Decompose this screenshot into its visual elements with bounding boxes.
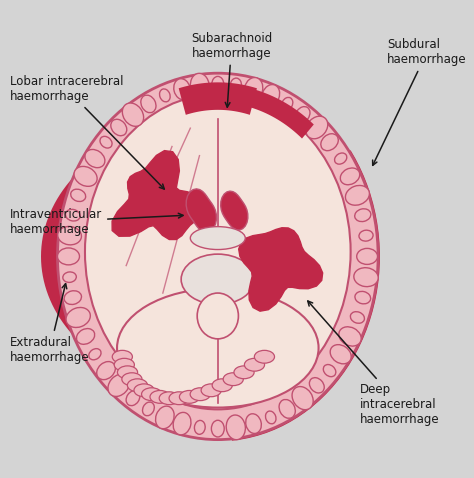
- Ellipse shape: [190, 388, 210, 401]
- Ellipse shape: [246, 414, 261, 434]
- Ellipse shape: [97, 361, 115, 380]
- Ellipse shape: [134, 384, 154, 397]
- Ellipse shape: [118, 366, 137, 379]
- Ellipse shape: [122, 373, 142, 386]
- Ellipse shape: [191, 73, 209, 98]
- Ellipse shape: [306, 116, 328, 139]
- Text: Intraventricular
haemorrhage: Intraventricular haemorrhage: [10, 207, 183, 236]
- Ellipse shape: [201, 384, 221, 397]
- Ellipse shape: [173, 413, 191, 435]
- Ellipse shape: [71, 189, 86, 202]
- Ellipse shape: [223, 373, 243, 386]
- Ellipse shape: [85, 150, 105, 168]
- Text: Extradural
haemorrhage: Extradural haemorrhage: [10, 283, 90, 364]
- Ellipse shape: [244, 77, 263, 101]
- Ellipse shape: [76, 328, 95, 344]
- Ellipse shape: [355, 209, 371, 222]
- Ellipse shape: [155, 406, 174, 429]
- Ellipse shape: [174, 79, 191, 100]
- Ellipse shape: [295, 107, 310, 123]
- Ellipse shape: [66, 307, 91, 327]
- Ellipse shape: [245, 358, 264, 371]
- Ellipse shape: [100, 136, 112, 148]
- Polygon shape: [186, 189, 217, 232]
- Ellipse shape: [122, 103, 144, 126]
- Ellipse shape: [211, 420, 224, 437]
- Ellipse shape: [212, 76, 224, 92]
- Ellipse shape: [323, 365, 336, 377]
- Ellipse shape: [212, 379, 232, 391]
- Ellipse shape: [57, 248, 80, 265]
- Ellipse shape: [350, 312, 365, 323]
- Ellipse shape: [141, 95, 156, 113]
- Ellipse shape: [230, 78, 241, 93]
- Ellipse shape: [340, 168, 360, 185]
- Ellipse shape: [191, 227, 245, 250]
- Polygon shape: [221, 191, 248, 230]
- Ellipse shape: [197, 293, 238, 339]
- Ellipse shape: [330, 345, 351, 364]
- Ellipse shape: [355, 292, 371, 304]
- Ellipse shape: [354, 268, 378, 287]
- Ellipse shape: [292, 387, 313, 410]
- Text: Deep
intracerebral
haemorrhage: Deep intracerebral haemorrhage: [308, 301, 439, 426]
- Polygon shape: [41, 178, 90, 335]
- Ellipse shape: [357, 249, 377, 264]
- Ellipse shape: [279, 400, 295, 418]
- Ellipse shape: [226, 415, 246, 440]
- Ellipse shape: [180, 391, 200, 403]
- Ellipse shape: [114, 358, 135, 371]
- Ellipse shape: [181, 254, 255, 304]
- Ellipse shape: [339, 327, 361, 346]
- Ellipse shape: [335, 153, 347, 164]
- Ellipse shape: [150, 391, 170, 403]
- Text: Subdural
haemorrhage: Subdural haemorrhage: [373, 38, 467, 165]
- Ellipse shape: [282, 98, 293, 110]
- Ellipse shape: [359, 230, 373, 241]
- Polygon shape: [230, 150, 380, 441]
- Ellipse shape: [262, 85, 280, 106]
- Ellipse shape: [142, 388, 162, 401]
- Ellipse shape: [310, 378, 324, 393]
- Ellipse shape: [194, 421, 205, 435]
- Ellipse shape: [255, 350, 274, 363]
- Ellipse shape: [159, 392, 179, 405]
- Ellipse shape: [64, 291, 82, 304]
- Text: Lobar intracerebral
haemorrhage: Lobar intracerebral haemorrhage: [10, 75, 164, 189]
- Text: Subarachnoid
haemorrhage: Subarachnoid haemorrhage: [191, 32, 272, 107]
- Ellipse shape: [57, 73, 378, 440]
- Ellipse shape: [265, 411, 276, 424]
- Ellipse shape: [65, 209, 80, 221]
- Ellipse shape: [126, 391, 140, 406]
- Ellipse shape: [108, 374, 129, 396]
- Ellipse shape: [128, 379, 147, 391]
- Ellipse shape: [111, 120, 127, 136]
- Ellipse shape: [112, 350, 132, 363]
- Ellipse shape: [85, 94, 351, 409]
- Polygon shape: [247, 88, 314, 139]
- Ellipse shape: [169, 392, 189, 405]
- Ellipse shape: [346, 185, 369, 205]
- Ellipse shape: [74, 166, 97, 186]
- Polygon shape: [239, 228, 323, 311]
- Ellipse shape: [89, 348, 101, 360]
- Ellipse shape: [117, 288, 319, 408]
- Ellipse shape: [321, 134, 338, 151]
- Ellipse shape: [234, 366, 254, 379]
- Polygon shape: [112, 151, 205, 239]
- Ellipse shape: [63, 272, 76, 282]
- Ellipse shape: [160, 89, 170, 102]
- Polygon shape: [179, 82, 257, 115]
- Ellipse shape: [58, 227, 82, 245]
- Ellipse shape: [143, 402, 155, 416]
